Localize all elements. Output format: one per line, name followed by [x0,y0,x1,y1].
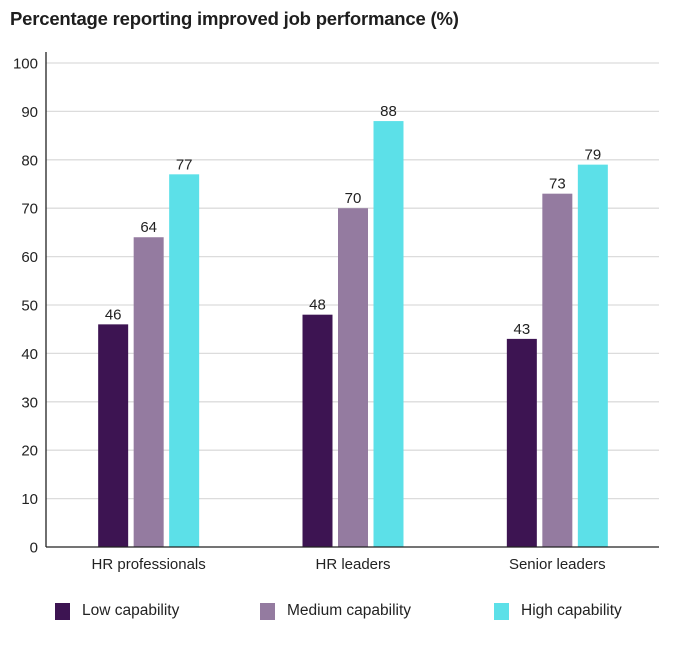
y-tick-label: 80 [21,152,38,169]
data-label: 64 [140,219,157,236]
data-label: 88 [380,103,397,120]
y-tick-label: 30 [21,394,38,411]
bar-hr-professionals-medium [133,237,164,548]
bar-senior-leaders-high [577,164,608,547]
x-category-label: Senior leaders [509,556,606,573]
legend-label-medium: Medium capability [287,602,412,619]
legend-swatch-high [494,602,509,620]
data-label: 70 [345,190,362,207]
y-tick-label: 100 [13,56,38,73]
bar-hr-leaders-medium [338,208,368,547]
legend-swatch-medium [260,602,275,620]
y-tick-label: 60 [21,249,38,266]
bar-hr-professionals-high [169,174,200,547]
y-tick-label: 50 [21,298,38,315]
data-label: 79 [584,147,601,164]
data-label: 43 [513,321,530,338]
bars [98,121,608,548]
y-tick-label: 90 [21,104,38,121]
x-category-label: HR professionals [92,556,206,573]
y-tick-label: 0 [30,540,38,557]
bar-hr-leaders-low [302,314,333,547]
legend-item-low: Low capability [55,602,179,620]
x-axis-categories: HR professionals HR leaders Senior leaders [92,556,606,573]
bar-senior-leaders-medium [542,193,573,547]
chart-title: Percentage reporting improved job perfor… [10,8,459,29]
data-label: 46 [105,306,122,323]
bar-hr-professionals-low [98,324,129,547]
data-label: 73 [549,176,566,193]
legend-item-medium: Medium capability [260,602,411,620]
bar-hr-leaders-high [373,121,404,547]
y-tick-label: 10 [21,491,38,508]
y-tick-label: 40 [21,346,38,363]
bar-senior-leaders-low [506,338,537,547]
legend-label-low: Low capability [82,602,180,619]
data-labels: 46 64 77 48 70 88 43 73 79 [105,103,601,338]
legend-label-high: High capability [521,602,622,619]
y-axis-ticks: 0 10 20 30 40 50 60 70 80 90 100 [13,56,38,557]
data-label: 77 [176,156,193,173]
legend-item-high: High capability [494,602,622,620]
x-category-label: HR leaders [315,556,390,573]
y-tick-label: 20 [21,443,38,460]
legend-swatch-low [55,602,70,620]
y-tick-label: 70 [21,201,38,218]
legend: Low capability Medium capability High ca… [0,602,695,626]
chart-plot: 0 10 20 30 40 50 60 70 80 90 100 46 64 77 48 70 88 43 73 7… [13,52,659,573]
data-label: 48 [309,297,326,314]
